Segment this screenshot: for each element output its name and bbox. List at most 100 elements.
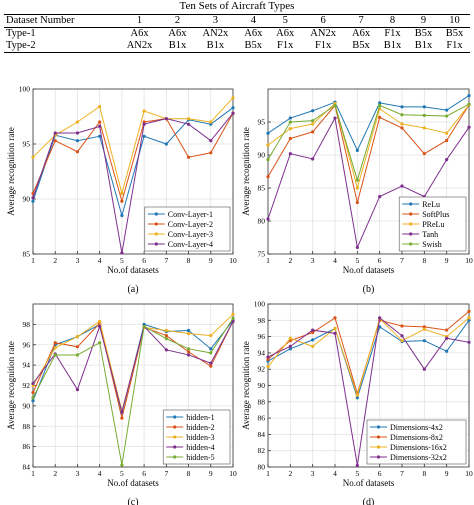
data-point [164,337,168,341]
y-axis-label: Average recognition rate [241,127,251,216]
series-line [32,112,234,204]
x-tick-label: 8 [422,256,426,265]
data-point [467,309,471,313]
x-tick-label: 6 [142,256,146,265]
data-point [378,115,382,119]
y-tick-label: 84 [258,430,266,439]
data-point [445,108,449,112]
data-point [209,151,213,155]
y-tick-label: 85 [23,250,31,259]
data-point [288,116,292,120]
data-point [75,120,80,124]
y-tick-label: 95 [258,118,266,127]
legend-marker [376,435,381,439]
y-tick-label: 98 [23,320,31,329]
data-point [422,325,426,329]
data-point [355,200,359,205]
aircraft-types-table: Dataset Number 1 2 3 4 5 6 7 8 9 10 Type… [4,14,470,53]
data-point [186,331,191,336]
data-point [31,391,35,395]
x-tick-label: 5 [120,469,124,478]
data-point [311,157,315,161]
data-point [266,357,270,362]
x-tick-label: 9 [209,256,213,265]
data-point [445,158,449,162]
x-tick-label: 7 [164,469,168,478]
data-point [445,328,449,332]
legend-label: hidden-2 [186,423,214,432]
y-tick-label: 80 [258,463,266,472]
x-tick-label: 9 [445,469,449,478]
x-tick-label: 10 [465,256,473,265]
data-point [53,353,57,357]
legend-label: ReLu [422,200,440,209]
data-point [231,319,235,323]
data-point [378,316,382,320]
table-cell: F1x [269,40,302,53]
data-point [355,148,359,152]
panel-label: (d) [363,497,375,505]
column-header: 1 [117,14,162,28]
data-point [31,396,35,400]
data-point [422,152,426,156]
data-point [333,103,337,108]
data-point [186,353,191,357]
data-point [186,350,191,354]
data-point [31,155,35,159]
data-point [53,341,57,345]
data-point [120,199,124,203]
legend-label: Conv-Layer-4 [168,240,213,249]
y-tick-label: 100 [19,85,31,94]
data-point [98,120,102,124]
legend-label: PReLu [422,220,444,229]
y-tick-label: 75 [258,250,266,259]
legend-marker [154,212,158,216]
data-point [186,347,191,351]
x-tick-label: 5 [120,256,124,265]
y-axis-label: Average recognition rate [6,127,16,216]
data-point [209,351,213,355]
series-line [267,317,470,397]
data-point [400,324,404,328]
data-point [98,134,102,138]
chart-panel-3: 1 2 3 4 5 6 7 8 9 10 84 86 88 90 92 94 96 98 No.of dataset… [6,303,237,505]
chart-panel-1: 1 2 3 4 5 6 7 8 9 10 85 90 95 100 No.of datasets Averag… [6,85,237,296]
data-point [120,416,124,420]
legend-label: hidden-3 [186,433,214,442]
legend-label: Dimensions-8x2 [390,433,443,442]
data-point [75,139,80,143]
column-header: 6 [301,14,346,28]
data-point [288,347,292,351]
data-point [120,213,124,218]
data-point [186,328,191,333]
y-tick-label: 86 [23,442,31,451]
data-point [31,196,35,200]
legend-label: Swish [422,240,442,249]
table-row: Type-1 A6x A6x AN2x A6x A6x AN2x A6x F1x… [4,28,470,41]
plot-frame [267,88,470,255]
data-point [400,339,404,343]
legend-label: SoftPlus [422,210,449,219]
data-point [142,122,146,126]
data-point [288,336,292,340]
data-point [231,316,235,320]
data-point [142,134,146,138]
x-tick-label: 9 [209,469,213,478]
data-point [53,346,57,350]
data-point [288,152,292,156]
data-point [311,344,315,348]
legend-marker [376,425,381,429]
y-tick-label: 90 [258,151,266,160]
data-point [422,367,426,371]
legend-label: hidden-4 [186,443,214,452]
data-point [209,364,213,368]
legend-marker [409,202,413,206]
data-point [311,130,315,134]
legend-label: hidden-5 [186,453,214,462]
x-tick-label: 10 [229,469,237,478]
data-point [209,333,213,338]
data-point [467,318,471,322]
data-point [164,348,168,352]
data-point [120,463,124,467]
